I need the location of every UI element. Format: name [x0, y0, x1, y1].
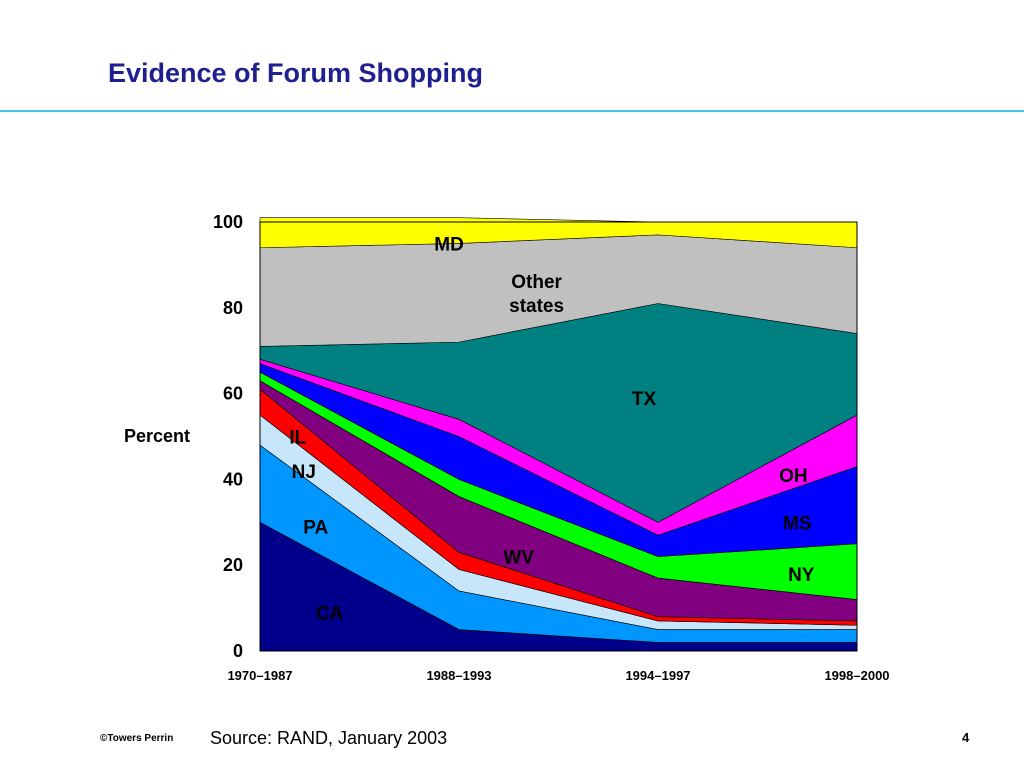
y-axis-ticks: 0 20 40 60 80 100	[213, 212, 243, 661]
area-label-ca: CA	[316, 603, 344, 624]
footer-copyright: ©Towers Perrin	[100, 733, 174, 744]
y-tick-label: 40	[223, 469, 243, 489]
area-labels: CA PA NJ IL WV NY MS OH TX Other states MD	[289, 234, 814, 624]
x-tick-label: 1994–1997	[625, 668, 690, 683]
x-axis-ticks: 1970–1987 1988–1993 1994–1997 1998–2000	[227, 668, 889, 683]
area-label-il: IL	[289, 428, 306, 449]
y-tick-label: 80	[223, 298, 243, 318]
title-divider	[0, 110, 1024, 112]
x-tick-label: 1988–1993	[426, 668, 491, 683]
y-axis-label: Percent	[124, 426, 190, 446]
area-label-tx: TX	[632, 389, 657, 410]
area-label-md: MD	[434, 234, 464, 255]
x-tick-label: 1998–2000	[824, 668, 889, 683]
slide-title: Evidence of Forum Shopping	[108, 58, 484, 88]
area-label-ny: NY	[788, 565, 815, 586]
x-tick-label: 1970–1987	[227, 668, 292, 683]
area-label-oh: OH	[779, 466, 808, 487]
page-number: 4	[962, 730, 970, 745]
y-tick-label: 0	[233, 641, 243, 661]
footer-source: Source: RAND, January 2003	[210, 728, 448, 748]
area-label-other-states: Other states	[509, 272, 564, 317]
y-tick-label: 100	[213, 212, 243, 232]
area-label-nj: NJ	[292, 462, 316, 483]
area-label-pa: PA	[303, 518, 328, 539]
area-label-wv: WV	[503, 548, 534, 569]
y-tick-label: 20	[223, 555, 243, 575]
y-tick-label: 60	[223, 384, 243, 404]
plot-frame	[259, 221, 858, 652]
area-label-ms: MS	[783, 513, 812, 534]
